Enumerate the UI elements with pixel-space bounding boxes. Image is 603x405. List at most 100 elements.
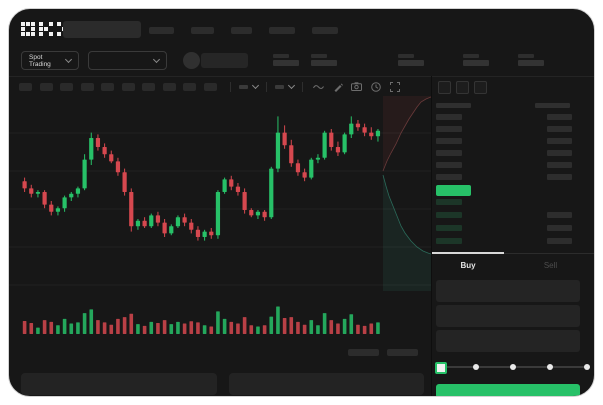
candle-body (222, 179, 227, 192)
toolbar-tool-placeholder[interactable] (203, 82, 217, 91)
candlestick-chart[interactable] (9, 96, 431, 344)
slider-dot[interactable] (473, 364, 479, 370)
camera-icon[interactable] (351, 81, 362, 92)
stat-value-placeholder (273, 60, 299, 66)
candle-body (329, 132, 334, 147)
price-input[interactable] (436, 280, 580, 302)
amount-input[interactable] (436, 305, 580, 327)
bottom-action[interactable] (348, 349, 379, 356)
bid-total-bar (547, 238, 572, 244)
nav-item-placeholder[interactable] (312, 27, 338, 34)
candle-body (169, 226, 174, 234)
pair-selector-dropdown[interactable] (88, 51, 167, 70)
volume-bar (276, 306, 280, 334)
interval-dropdown[interactable] (239, 81, 260, 90)
candle-body (315, 157, 321, 160)
buy-submit-button[interactable] (436, 384, 580, 396)
volume-bar (229, 321, 234, 334)
volume-bar (189, 321, 194, 334)
candle-body (249, 210, 254, 216)
nav-item-placeholder[interactable] (231, 27, 252, 34)
volume-bar (289, 317, 294, 334)
pair-name-placeholder (201, 53, 248, 68)
candle-body (89, 138, 94, 160)
volume-bar (356, 324, 360, 334)
draw-pencil-icon[interactable] (332, 81, 343, 92)
volume-bar (22, 320, 27, 334)
search-input[interactable] (63, 21, 141, 38)
nav-item-placeholder[interactable] (269, 27, 295, 34)
candle-body (82, 159, 87, 189)
volume-bar (216, 311, 220, 334)
candle-body (335, 147, 341, 153)
volume-bar (269, 316, 274, 334)
depth-ask-area (383, 96, 431, 171)
total-input[interactable] (436, 330, 580, 352)
volume-bar (222, 318, 227, 334)
candle-body (142, 220, 147, 227)
slider-dot[interactable] (510, 364, 516, 370)
candle-body (175, 217, 181, 227)
volume-bar (176, 321, 180, 334)
toolbar-tool-placeholder[interactable] (19, 82, 32, 91)
fullscreen-icon[interactable] (389, 81, 400, 92)
volume-bar (142, 325, 147, 334)
volume-bar (82, 313, 87, 334)
volume-bar (329, 320, 334, 334)
toolbar-tool-placeholder[interactable] (162, 82, 176, 91)
nav-item-placeholder[interactable] (149, 27, 174, 34)
volume-bar (302, 324, 307, 334)
slider-handle[interactable] (435, 362, 447, 374)
volume-bar (49, 321, 54, 334)
history-clock-icon[interactable] (370, 81, 381, 92)
chevron-down-icon (64, 55, 73, 64)
volume-bar (202, 325, 207, 334)
market-type-dropdown[interactable]: Spot Trading (21, 51, 79, 70)
ask-size-bar (436, 138, 462, 144)
tab-sell[interactable]: Sell (543, 260, 558, 270)
volume-bar (162, 320, 167, 334)
candle-body (282, 132, 287, 146)
candle-body (69, 193, 74, 198)
history-panel-placeholder (229, 373, 424, 395)
toolbar-tool-placeholder[interactable] (39, 82, 53, 91)
volume-bar (116, 318, 120, 334)
indicator-wave-icon[interactable] (313, 81, 324, 92)
toolbar-tool-placeholder[interactable] (80, 82, 94, 91)
bid-total-bar (547, 212, 572, 218)
volume-bar (96, 320, 100, 334)
volume-bar (209, 326, 214, 334)
chart-style-dropdown[interactable] (275, 81, 296, 90)
combined-book-icon[interactable] (438, 81, 451, 94)
toolbar-tool-placeholder[interactable] (60, 82, 73, 91)
volume-bar (129, 313, 134, 334)
stat-value-placeholder (518, 60, 544, 66)
candle-body (95, 138, 101, 147)
slider-dot[interactable] (584, 364, 590, 370)
orderbook-panel: Buy Sell (431, 76, 594, 396)
nav-item-placeholder[interactable] (191, 27, 214, 34)
market-type-label: Spot Trading (29, 53, 51, 68)
tab-buy[interactable]: Buy (460, 260, 476, 270)
bottom-actions (348, 349, 418, 356)
slider-dot[interactable] (547, 364, 553, 370)
asks-book-icon[interactable] (474, 81, 487, 94)
toolbar-tool-placeholder[interactable] (142, 82, 155, 91)
depth-bid-area (383, 175, 431, 291)
orders-panel-placeholder (21, 373, 217, 395)
last-price-bar[interactable] (436, 185, 471, 196)
toolbar-tool-placeholder[interactable] (121, 82, 135, 91)
candle-body (235, 186, 241, 192)
logo-letter-o (21, 22, 35, 36)
toolbar-tool-placeholder[interactable] (101, 82, 114, 91)
bottom-action[interactable] (387, 349, 418, 356)
bid-size-bar (436, 212, 462, 218)
volume-bar (369, 323, 374, 334)
volume-bar (342, 318, 347, 334)
volume-bar (62, 318, 67, 334)
bids-book-icon[interactable] (456, 81, 469, 94)
toolbar-tool-placeholder[interactable] (183, 82, 196, 91)
ticker-stat (463, 54, 489, 66)
amount-slider[interactable] (432, 359, 594, 375)
candle-body (342, 134, 347, 153)
